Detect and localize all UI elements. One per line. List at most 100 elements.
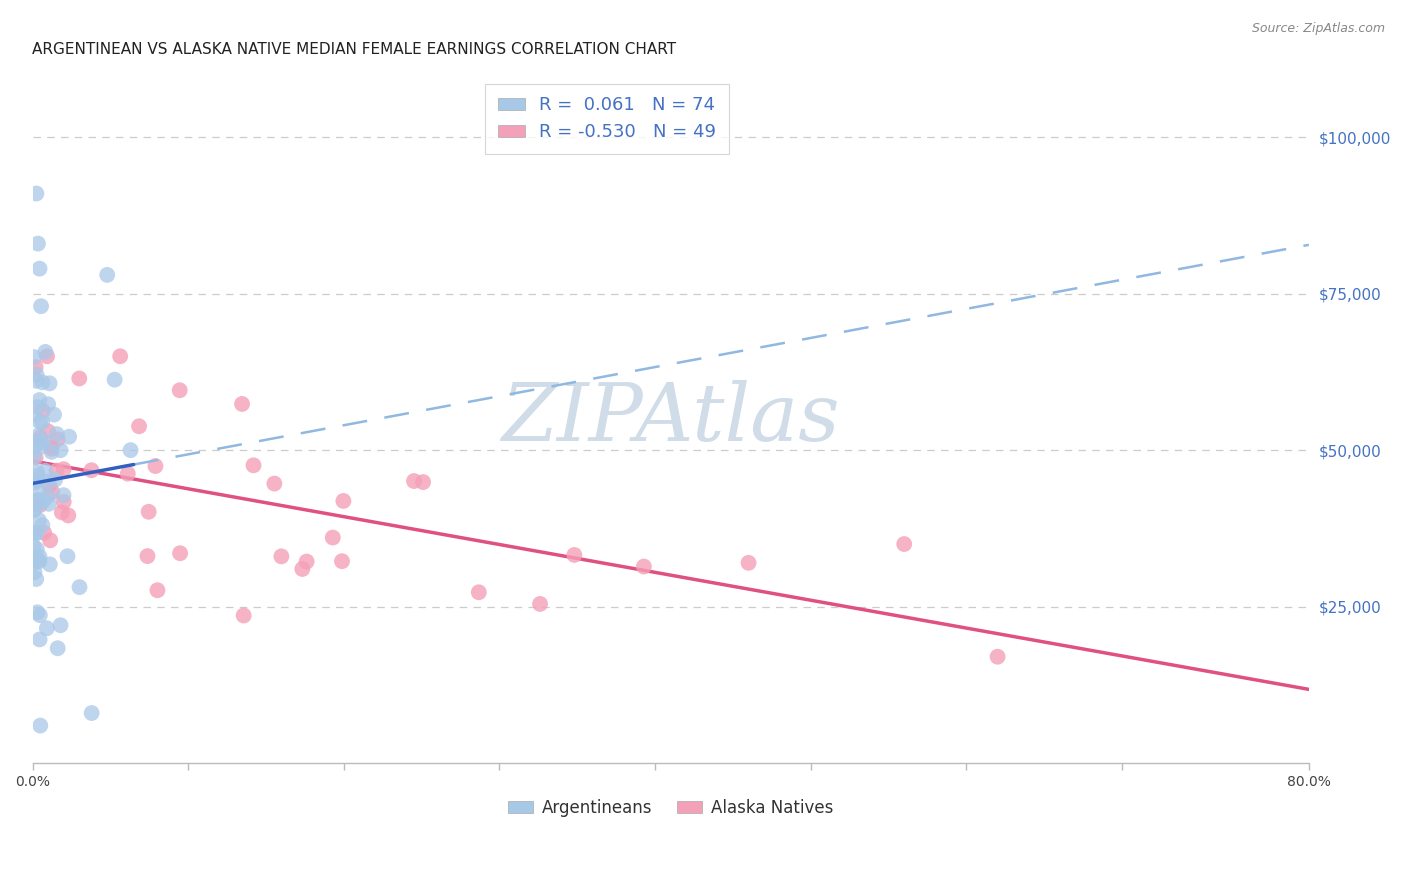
Point: [49, 443, 72, 458]
Point: [45, 464, 67, 478]
Point: [270, 549, 292, 564]
Point: [22, 550, 45, 565]
Point: [32, 494, 55, 508]
Point: [412, 475, 434, 489]
Point: [46, 641, 69, 656]
Point: [31, 518, 53, 533]
Point: [52, 495, 75, 509]
Point: [138, 505, 160, 519]
Point: [24, 360, 46, 375]
Point: [145, 458, 167, 473]
Point: [893, 537, 915, 551]
Point: [38, 478, 60, 492]
Point: [32, 525, 55, 540]
Point: [67, 371, 90, 385]
Point: [295, 555, 318, 569]
Point: [330, 554, 353, 568]
Point: [242, 458, 264, 473]
Point: [633, 559, 655, 574]
Point: [31, 415, 53, 429]
Point: [28, 554, 51, 568]
Point: [37, 397, 59, 411]
Point: [108, 349, 131, 363]
Point: [402, 474, 425, 488]
Point: [25, 497, 48, 511]
Point: [22, 450, 45, 465]
Point: [169, 546, 191, 560]
Point: [30, 431, 52, 445]
Point: [25, 374, 48, 388]
Legend: Argentineans, Alaska Natives: Argentineans, Alaska Natives: [502, 792, 839, 823]
Point: [25, 542, 48, 557]
Point: [22, 442, 45, 456]
Point: [28, 498, 51, 512]
Point: [41, 442, 63, 456]
Point: [104, 373, 127, 387]
Point: [41, 445, 63, 459]
Point: [80, 706, 103, 720]
Point: [80, 463, 103, 477]
Point: [96, 268, 118, 282]
Point: [117, 467, 139, 481]
Point: [27, 493, 49, 508]
Point: [22, 503, 45, 517]
Point: [25, 186, 48, 201]
Point: [28, 549, 51, 564]
Point: [30, 718, 52, 732]
Text: ZIPAtlas: ZIPAtlas: [502, 380, 839, 458]
Point: [27, 428, 49, 442]
Point: [41, 441, 63, 455]
Point: [44, 473, 66, 487]
Point: [30, 435, 52, 450]
Point: [38, 558, 60, 572]
Point: [263, 476, 285, 491]
Point: [58, 430, 80, 444]
Point: [28, 261, 51, 276]
Point: [25, 526, 48, 541]
Point: [37, 425, 59, 439]
Point: [27, 468, 49, 483]
Point: [27, 236, 49, 251]
Point: [27, 605, 49, 619]
Point: [52, 462, 75, 476]
Point: [22, 557, 45, 571]
Point: [37, 489, 59, 503]
Point: [22, 526, 45, 541]
Point: [120, 443, 142, 458]
Point: [128, 419, 150, 434]
Point: [31, 404, 53, 418]
Point: [25, 466, 48, 480]
Point: [169, 384, 191, 398]
Point: [232, 608, 254, 623]
Point: [42, 408, 65, 422]
Point: [51, 505, 73, 519]
Text: Source: ZipAtlas.com: Source: ZipAtlas.com: [1251, 22, 1385, 36]
Point: [28, 415, 51, 429]
Point: [52, 488, 75, 502]
Point: [56, 549, 79, 564]
Point: [32, 434, 55, 449]
Point: [529, 597, 551, 611]
Point: [24, 497, 46, 511]
Point: [27, 553, 49, 567]
Point: [38, 497, 60, 511]
Point: [136, 549, 159, 563]
Point: [46, 432, 69, 446]
Point: [28, 440, 51, 454]
Point: [322, 531, 344, 545]
Point: [34, 345, 56, 359]
Text: ARGENTINEAN VS ALASKA NATIVE MEDIAN FEMALE EARNINGS CORRELATION CHART: ARGENTINEAN VS ALASKA NATIVE MEDIAN FEMA…: [32, 42, 676, 57]
Point: [22, 350, 45, 364]
Point: [35, 349, 58, 363]
Point: [37, 475, 59, 489]
Point: [22, 539, 45, 553]
Point: [146, 583, 169, 598]
Point: [28, 392, 51, 407]
Point: [231, 397, 253, 411]
Point: [24, 475, 46, 490]
Point: [564, 548, 586, 562]
Point: [28, 608, 51, 623]
Point: [35, 621, 58, 635]
Point: [34, 464, 56, 478]
Point: [27, 484, 49, 499]
